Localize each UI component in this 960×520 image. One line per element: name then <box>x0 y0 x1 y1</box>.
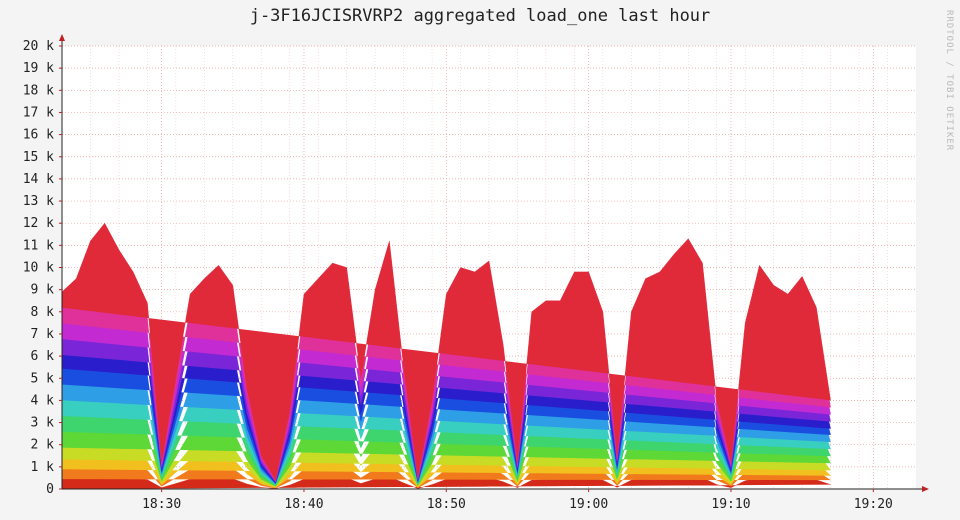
x-tick-label: 18:50 <box>427 497 466 512</box>
series-band <box>61 222 831 481</box>
y-tick-label: 12 k <box>23 216 54 231</box>
x-tick-label: 19:10 <box>711 497 750 512</box>
y-tick-label: 18 k <box>23 83 54 98</box>
axes: 0 1 k 2 k 3 k 4 k 5 k 6 k 7 k 8 k 9 k 10 k 11 k 12 k… <box>23 34 929 512</box>
y-tick-label: 9 k <box>31 283 55 298</box>
y-axis-arrow <box>59 34 65 41</box>
rrdtool-watermark: RRDTOOL / TOBI OETIKER <box>944 10 954 152</box>
y-tick-label: 13 k <box>23 194 54 209</box>
x-tick-label: 19:20 <box>854 497 893 512</box>
y-tick-label: 4 k <box>31 393 55 408</box>
y-tick-label: 10 k <box>23 261 54 276</box>
y-tick-label: 2 k <box>31 438 55 453</box>
y-tick-label: 14 k <box>23 172 54 187</box>
y-tick-label: 7 k <box>31 327 55 342</box>
stacked-bands <box>61 222 831 489</box>
x-tick-label: 18:30 <box>142 497 181 512</box>
y-tick-label: 5 k <box>31 371 55 386</box>
chart-title: j-3F16JCISRVRP2 aggregated load_one last… <box>249 6 711 26</box>
y-tick-label: 16 k <box>23 128 54 143</box>
y-tick-label: 20 k <box>23 39 54 54</box>
y-tick-label: 11 k <box>23 238 54 253</box>
y-tick-label: 19 k <box>23 61 54 76</box>
y-tick-label: 17 k <box>23 105 54 120</box>
x-tick-label: 18:40 <box>284 497 323 512</box>
y-tick-label: 6 k <box>31 349 55 364</box>
y-tick-label: 0 <box>46 482 54 497</box>
y-tick-label: 15 k <box>23 150 54 165</box>
y-tick-label: 3 k <box>31 416 55 431</box>
x-tick-label: 19:00 <box>569 497 608 512</box>
y-tick-label: 8 k <box>31 305 55 320</box>
x-axis-arrow <box>922 486 929 492</box>
y-tick-label: 1 k <box>31 460 55 475</box>
